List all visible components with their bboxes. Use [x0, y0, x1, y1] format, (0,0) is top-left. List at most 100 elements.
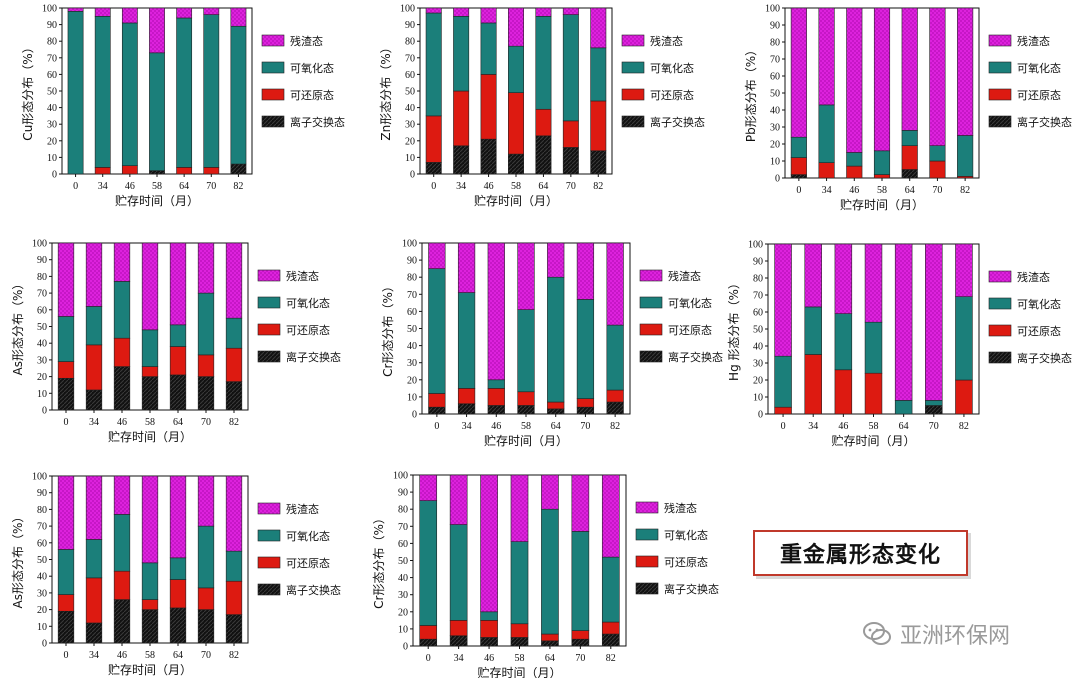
y-tick-label: 80 — [753, 274, 763, 285]
x-tick-label: 82 — [610, 421, 620, 432]
bar-segment — [901, 169, 918, 179]
y-tick-label: 20 — [47, 136, 57, 147]
legend-swatch — [988, 88, 1012, 101]
y-tick-label: 40 — [405, 103, 415, 114]
bar-segment — [487, 242, 505, 381]
bar-segment — [480, 74, 497, 140]
y-tick-label: 80 — [770, 38, 780, 49]
bar-segment — [85, 475, 103, 540]
y-tick-label: 90 — [753, 257, 763, 268]
y-tick-label: 100 — [402, 239, 417, 250]
bar-segment — [571, 474, 590, 532]
legend-swatch — [621, 61, 645, 74]
legend-label: 残渣态 — [1017, 270, 1050, 284]
legend-label: 离子交换态 — [286, 583, 341, 597]
x-tick-label: 0 — [64, 650, 69, 661]
bar-segment — [601, 474, 620, 558]
x-axis-label: 贮存时间（月） — [484, 433, 568, 448]
bar-segment — [508, 153, 524, 175]
y-tick-label: 40 — [47, 103, 57, 114]
bar-segment — [453, 15, 470, 92]
bar-segment — [85, 306, 103, 346]
bar-segment — [197, 292, 215, 356]
x-tick-label: 58 — [521, 421, 531, 432]
bar-segment — [169, 324, 187, 347]
x-tick-label: 0 — [796, 185, 801, 196]
y-tick-label: 60 — [407, 307, 417, 318]
bar-segment — [901, 7, 918, 131]
x-tick-label: 82 — [229, 417, 239, 428]
x-tick-label: 64 — [173, 417, 183, 428]
bar-segment — [449, 474, 468, 525]
bar-segment — [141, 329, 159, 367]
bar-segment — [449, 620, 468, 637]
y-tick-label: 20 — [407, 375, 417, 386]
y-tick-label: 80 — [37, 272, 47, 283]
bar-segment — [804, 306, 822, 355]
bar-segment — [230, 7, 247, 27]
bar-segment — [957, 7, 974, 136]
bar-segment — [113, 281, 131, 339]
bar-segment — [517, 391, 535, 406]
bar-segment — [541, 508, 559, 635]
bar-segment — [894, 400, 913, 415]
legend-swatch — [988, 61, 1012, 74]
bar-segment — [57, 594, 75, 612]
y-tick-label: 0 — [758, 410, 763, 421]
bar-segment — [141, 609, 159, 644]
legend-swatch — [621, 88, 645, 101]
chart-panel-6: 0 10 20 30 40 50 60 70 80 90 100 0 34 46 58 64 70 82 贮存时间（… — [727, 240, 1072, 449]
bar-segment — [487, 405, 505, 415]
y-axis-label: Cr形态分布（%） — [381, 280, 395, 377]
legend-label: 离子交换态 — [650, 115, 705, 129]
bar-segment — [864, 321, 883, 374]
bar-segment — [576, 242, 595, 300]
watermark-text: 亚洲环保网 — [900, 624, 1011, 649]
bar-segment — [149, 170, 165, 175]
x-tick-label: 82 — [606, 653, 616, 664]
x-axis-label: 贮存时间（月） — [108, 662, 192, 677]
bar-segment — [541, 474, 559, 510]
bar-segment — [804, 354, 822, 415]
x-tick-label: 58 — [515, 653, 525, 664]
bar-segment — [94, 7, 111, 17]
y-axis-label: Cu形态分布（%） — [21, 41, 35, 140]
bar-segment — [925, 400, 943, 406]
x-tick-label: 64 — [179, 181, 189, 192]
x-tick-label: 82 — [593, 181, 603, 192]
y-tick-label: 30 — [398, 590, 408, 601]
y-tick-label: 30 — [47, 120, 57, 131]
bar-segment — [169, 557, 187, 580]
bar-segment — [57, 610, 75, 644]
wechat-icon — [863, 622, 891, 645]
x-tick-label: 58 — [145, 417, 155, 428]
bar-segment — [113, 570, 131, 600]
legend-swatch — [988, 324, 1012, 337]
x-tick-label: 46 — [117, 417, 127, 428]
bar-segment — [425, 7, 442, 14]
bar-segment — [487, 379, 505, 389]
bar-segment — [141, 599, 159, 610]
y-tick-label: 0 — [412, 410, 417, 421]
y-tick-label: 70 — [753, 291, 763, 302]
bar-segment — [85, 577, 103, 624]
bar-segment — [804, 243, 822, 308]
x-tick-label: 0 — [434, 421, 439, 432]
y-tick-label: 90 — [405, 20, 415, 31]
x-tick-label: 46 — [491, 421, 501, 432]
y-tick-label: 80 — [398, 505, 408, 516]
x-tick-label: 0 — [426, 653, 431, 664]
bar-segment — [790, 157, 807, 175]
bar-segment — [929, 160, 946, 179]
y-tick-label: 100 — [42, 4, 57, 15]
y-tick-label: 40 — [37, 339, 47, 350]
bar-segment — [197, 525, 215, 589]
bar-segment — [57, 361, 75, 379]
x-tick-label: 0 — [781, 421, 786, 432]
bar-segment — [197, 587, 215, 610]
bar-segment — [894, 243, 913, 401]
legend-label: 残渣态 — [664, 501, 697, 515]
x-tick-label: 34 — [89, 650, 99, 661]
bar-segment — [834, 243, 853, 314]
